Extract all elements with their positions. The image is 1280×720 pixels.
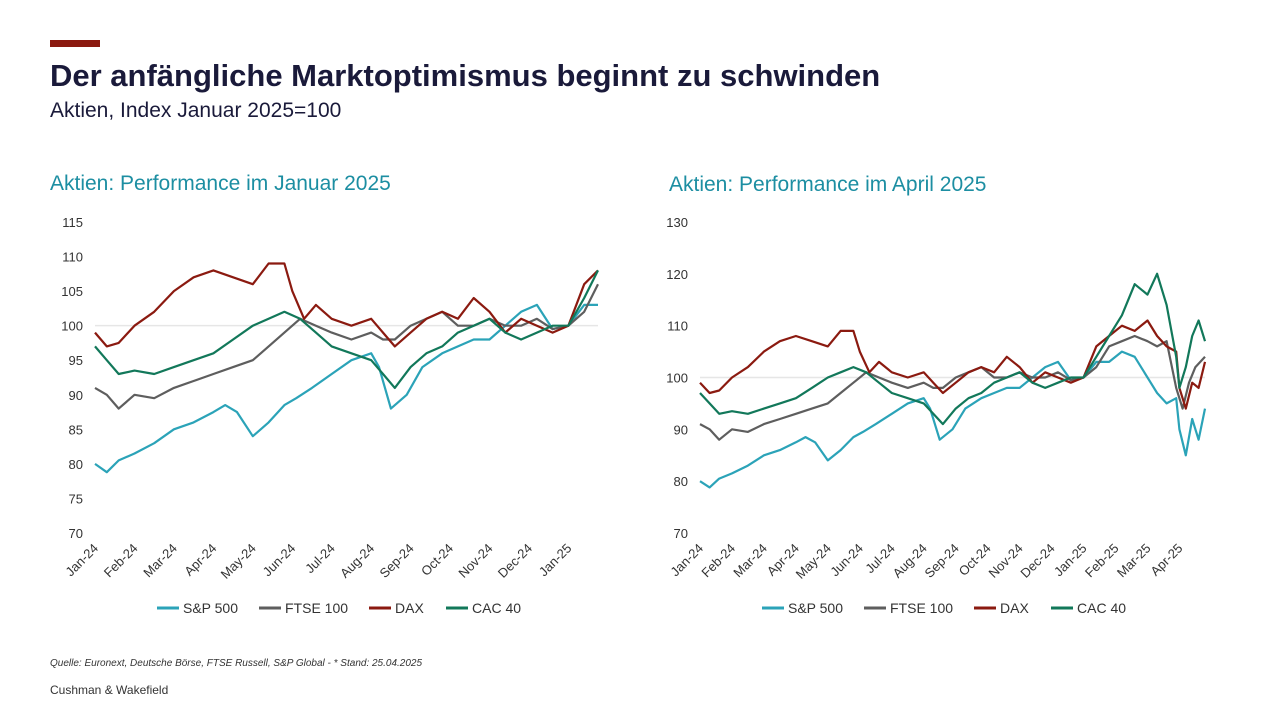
source-note: Quelle: Euronext, Deutsche Börse, FTSE R… — [50, 658, 423, 669]
x-tick-label: Mar-24 — [730, 541, 770, 581]
x-tick-label: Apr-24 — [181, 541, 219, 579]
x-tick-label: Jun-24 — [827, 541, 866, 580]
series-line-ftse-100 — [94, 283, 599, 410]
legend-label: S&P 500 — [183, 600, 238, 616]
x-tick-label: May-24 — [793, 541, 834, 582]
y-tick-label: 80 — [674, 474, 688, 489]
chart-title-april: Aktien: Performance im April 2025 — [669, 173, 987, 196]
legend-label: FTSE 100 — [890, 600, 953, 616]
series-line-cac-40 — [94, 269, 599, 389]
x-tick-label: Jan-25 — [1051, 541, 1090, 580]
y-tick-label: 90 — [69, 388, 83, 403]
series-line-s-p-500 — [94, 303, 598, 474]
series-line-dax — [94, 262, 599, 348]
x-tick-label: Feb-24 — [101, 541, 141, 581]
y-tick-label: 90 — [674, 422, 688, 437]
x-tick-label: Aug-24 — [337, 541, 377, 581]
x-tick-label: Feb-24 — [698, 541, 738, 581]
legend-label: FTSE 100 — [285, 600, 348, 616]
y-tick-label: 100 — [61, 319, 83, 334]
y-tick-label: 100 — [666, 371, 688, 386]
x-tick-label: Dec-24 — [1017, 541, 1057, 581]
series-line-dax — [699, 319, 1207, 410]
y-tick-label: 110 — [62, 250, 83, 265]
series-line-cac-40 — [699, 272, 1207, 426]
x-tick-label: Feb-25 — [1082, 541, 1122, 581]
series-line-s-p-500 — [699, 350, 1207, 489]
y-tick-label: 70 — [69, 526, 83, 541]
legend-label: S&P 500 — [788, 600, 843, 616]
y-tick-label: 105 — [61, 284, 83, 299]
x-tick-label: Dec-24 — [495, 541, 535, 581]
y-tick-label: 70 — [674, 526, 688, 541]
y-tick-label: 115 — [62, 215, 83, 230]
y-tick-label: 110 — [667, 319, 688, 334]
legend-label: CAC 40 — [1077, 600, 1126, 616]
x-tick-label: Mar-25 — [1114, 541, 1154, 581]
y-tick-label: 75 — [69, 491, 83, 506]
x-tick-label: Oct-24 — [418, 541, 456, 579]
series-line-ftse-100 — [699, 334, 1206, 441]
footer-brand: Cushman & Wakefield — [50, 683, 169, 697]
page-title: Der anfängliche Marktoptimismus beginnt … — [50, 58, 881, 93]
y-tick-label: 80 — [69, 457, 83, 472]
y-tick-label: 120 — [666, 267, 688, 282]
x-tick-label: Jul-24 — [302, 541, 338, 577]
x-tick-label: Jan-25 — [536, 541, 575, 580]
legend-label: CAC 40 — [472, 600, 521, 616]
y-tick-label: 130 — [666, 215, 688, 230]
x-tick-label: Aug-24 — [890, 541, 930, 581]
x-tick-label: Mar-24 — [140, 541, 180, 581]
legend-label: DAX — [395, 600, 424, 616]
x-tick-label: May-24 — [218, 541, 259, 582]
x-tick-label: Jan-24 — [667, 541, 706, 580]
page-subtitle: Aktien, Index Januar 2025=100 — [50, 99, 342, 122]
x-tick-label: Jun-24 — [260, 541, 299, 580]
legend-label: DAX — [1000, 600, 1029, 616]
x-tick-label: Apr-25 — [1147, 541, 1185, 579]
title-accent-bar — [50, 40, 100, 47]
chart-title-january: Aktien: Performance im Januar 2025 — [50, 172, 391, 195]
x-tick-label: Sep-24 — [922, 541, 962, 581]
x-tick-label: Jan-24 — [62, 541, 101, 580]
y-tick-label: 85 — [69, 422, 83, 437]
x-tick-label: Nov-24 — [985, 541, 1025, 581]
y-tick-label: 95 — [69, 353, 83, 368]
x-tick-label: Sep-24 — [376, 541, 416, 581]
x-tick-label: Nov-24 — [455, 541, 495, 581]
